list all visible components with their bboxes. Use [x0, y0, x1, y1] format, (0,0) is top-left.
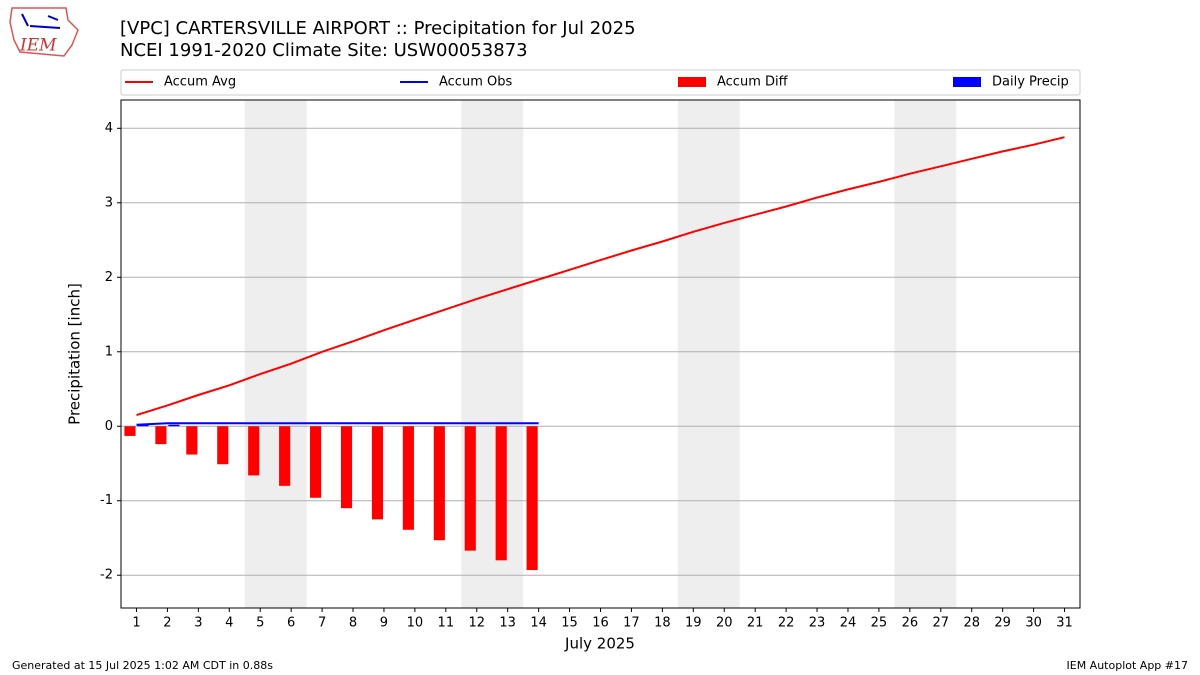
- x-tick-label: 5: [256, 616, 264, 631]
- x-tick-label: 11: [438, 616, 455, 631]
- x-tick-label: 8: [349, 616, 357, 631]
- legend-swatch: [953, 77, 981, 87]
- y-tick-label: 0: [105, 419, 113, 434]
- x-tick-label: 10: [407, 616, 424, 631]
- bar: [433, 426, 445, 541]
- bar: [310, 426, 322, 498]
- y-tick-label: -1: [100, 493, 113, 508]
- chart-title: [VPC] CARTERSVILLE AIRPORT :: Precipitat…: [120, 18, 636, 39]
- x-tick-label: 9: [380, 616, 388, 631]
- x-tick-label: 4: [225, 616, 233, 631]
- x-tick-label: 30: [1025, 616, 1042, 631]
- y-tick-label: 1: [105, 344, 113, 359]
- x-tick-label: 31: [1056, 616, 1073, 631]
- bar: [124, 426, 136, 436]
- bar: [248, 426, 260, 476]
- bar: [495, 426, 507, 561]
- x-tick-label: 6: [287, 616, 295, 631]
- x-tick-label: 20: [716, 616, 733, 631]
- x-tick-label: 22: [778, 616, 795, 631]
- x-tick-label: 21: [747, 616, 764, 631]
- x-tick-label: 17: [623, 616, 640, 631]
- y-tick-label: -2: [100, 568, 113, 583]
- x-tick-label: 12: [468, 616, 485, 631]
- legend-label: Accum Diff: [717, 75, 789, 90]
- y-tick-label: 2: [105, 270, 113, 285]
- x-tick-label: 25: [871, 616, 888, 631]
- bar: [526, 426, 538, 571]
- x-tick-label: 26: [902, 616, 919, 631]
- logo-icons: [21, 13, 61, 29]
- y-axis-label: Precipitation [inch]: [66, 283, 84, 425]
- x-tick-label: 16: [592, 616, 609, 631]
- x-tick-label: 19: [685, 616, 702, 631]
- legend-label: Accum Obs: [439, 75, 512, 90]
- x-tick-label: 27: [933, 616, 950, 631]
- y-tick-label: 3: [105, 195, 113, 210]
- bar: [402, 426, 414, 530]
- weekend-shade: [677, 100, 740, 608]
- x-tick-label: 18: [654, 616, 671, 631]
- x-tick-label: 1: [132, 616, 140, 631]
- bar: [371, 426, 384, 520]
- legend-label: Accum Avg: [164, 75, 236, 90]
- x-tick-label: 23: [809, 616, 826, 631]
- bar: [340, 426, 353, 509]
- legend-label: Daily Precip: [992, 75, 1069, 90]
- bar: [279, 426, 291, 486]
- series-line: [136, 422, 539, 426]
- x-tick-label: 28: [963, 616, 980, 631]
- bar: [155, 426, 167, 445]
- x-tick-label: 13: [499, 616, 516, 631]
- chart-subtitle: NCEI 1991-2020 Climate Site: USW00053873: [120, 40, 528, 61]
- legend-box: [120, 69, 1081, 96]
- series-line: [136, 136, 1065, 417]
- plot-frame: [120, 99, 1081, 609]
- x-tick-label: 14: [530, 616, 547, 631]
- footer-right: IEM Autoplot App #17: [1067, 659, 1189, 672]
- bar: [168, 424, 180, 427]
- logo-text: IEM: [19, 36, 57, 56]
- bar: [186, 426, 198, 455]
- x-tick-label: 3: [194, 616, 202, 631]
- x-axis-label: July 2025: [564, 635, 635, 653]
- weekend-shade: [244, 100, 307, 608]
- x-tick-label: 24: [840, 616, 857, 631]
- x-tick-label: 2: [163, 616, 171, 631]
- bar: [137, 424, 149, 427]
- x-tick-label: 15: [561, 616, 578, 631]
- bar: [217, 426, 229, 465]
- x-tick-label: 29: [994, 616, 1011, 631]
- legend-swatch: [678, 77, 706, 87]
- bar: [464, 426, 476, 551]
- y-tick-label: 4: [105, 121, 113, 136]
- footer-left: Generated at 15 Jul 2025 1:02 AM CDT in …: [12, 659, 273, 672]
- logo: IEM: [9, 7, 79, 57]
- weekend-shade: [894, 100, 957, 608]
- logo-outline: [9, 7, 79, 57]
- x-tick-label: 7: [318, 616, 326, 631]
